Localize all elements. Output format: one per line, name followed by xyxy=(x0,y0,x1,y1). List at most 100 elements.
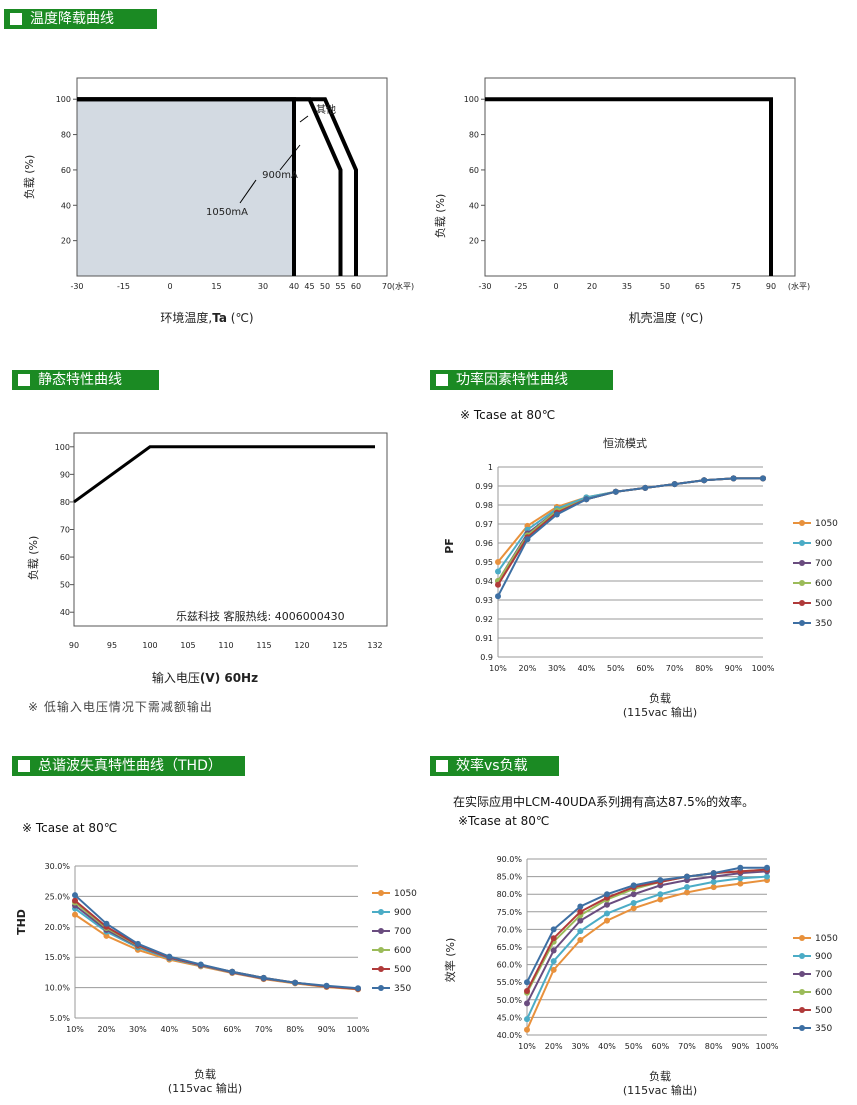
y-axis-label: 负载 (%) xyxy=(26,536,40,581)
data-point-350 xyxy=(583,496,590,503)
data-point-1050 xyxy=(710,884,717,891)
thd-tcase-note: ※ Tcase at 80℃ xyxy=(22,821,118,835)
y-tick-label: 60.0% xyxy=(497,961,523,970)
series-line-900 xyxy=(74,907,359,990)
data-point-1050 xyxy=(737,880,744,887)
x-tick-label: 10% xyxy=(66,1025,84,1034)
x-tick-label: 65 xyxy=(695,282,705,291)
data-point-350 xyxy=(524,979,530,986)
x-tick-label: 90 xyxy=(69,641,79,650)
square-bullet-icon xyxy=(18,374,30,386)
data-point-700 xyxy=(630,891,637,898)
x-tick-label: 30% xyxy=(129,1025,147,1034)
series-line-350 xyxy=(74,894,359,990)
data-point-500 xyxy=(72,897,78,904)
y-axis-label: THD xyxy=(15,909,28,935)
x-axis-label: 输入电压(V) 60Hz xyxy=(152,670,258,685)
hotline-annotation: 乐兹科技 客服热线: 4006000430 xyxy=(176,609,345,623)
data-point-500 xyxy=(495,581,501,588)
data-point-350 xyxy=(292,979,299,986)
legend-marker-350 xyxy=(799,620,805,626)
x-tick-label: 110 xyxy=(218,641,233,650)
y-tick-label: 0.91 xyxy=(475,634,493,643)
annotation-other: 其他 xyxy=(316,103,336,116)
data-point-350 xyxy=(550,926,557,933)
legend-label-350: 350 xyxy=(815,1024,832,1034)
y-tick-label: 70 xyxy=(60,526,70,535)
x-tick-label: 10% xyxy=(518,1042,536,1051)
data-point-1050 xyxy=(103,932,110,939)
x-tick-label: 60 xyxy=(351,282,361,291)
legend-label-500: 500 xyxy=(815,1006,832,1016)
series-line-1050 xyxy=(526,879,768,1031)
data-point-350 xyxy=(229,968,236,975)
square-bullet-icon xyxy=(18,760,30,772)
x-unit-note: (水平) xyxy=(392,281,414,291)
x-tick-label: 45 xyxy=(304,282,314,291)
legend-label-600: 600 xyxy=(815,988,832,998)
y-tick-label: 40 xyxy=(60,608,70,617)
data-point-900 xyxy=(630,900,637,906)
legend-label-900: 900 xyxy=(815,952,832,962)
series-line-500 xyxy=(74,899,359,990)
data-point-350 xyxy=(553,511,560,518)
x-tick-label: 10% xyxy=(489,664,507,673)
y-axis-label: PF xyxy=(443,538,456,554)
legend-marker-700 xyxy=(378,928,384,934)
data-point-350 xyxy=(323,982,330,989)
legend-label-700: 700 xyxy=(815,559,832,569)
y-tick-label: 65.0% xyxy=(497,943,523,952)
y-tick-label: 40 xyxy=(61,201,71,210)
series-line-500 xyxy=(526,868,768,992)
series-line-700 xyxy=(526,870,768,1004)
data-point-350 xyxy=(671,481,678,488)
x-tick-label: -30 xyxy=(70,282,83,291)
legend-label-600: 600 xyxy=(394,946,411,956)
y-tick-label: 100 xyxy=(56,95,71,104)
x-tick-label: 30 xyxy=(258,282,268,291)
y-tick-label: 0.94 xyxy=(475,577,493,586)
efficiency-tcase-note: ※Tcase at 80℃ xyxy=(458,814,550,828)
x-tick-label: 50% xyxy=(192,1025,210,1034)
x-axis-label-2: (115vac 输出) xyxy=(623,705,697,719)
x-axis-label-2: (115vac 输出) xyxy=(623,1083,697,1097)
data-point-500 xyxy=(524,988,530,994)
x-tick-label: 115 xyxy=(256,641,271,650)
chart-title: 恒流模式 xyxy=(603,436,647,450)
legend-marker-900 xyxy=(799,540,805,546)
data-point-350 xyxy=(701,477,708,484)
x-tick-label: 40% xyxy=(598,1042,616,1051)
y-tick-label: 100 xyxy=(464,95,479,104)
x-tick-label: 20% xyxy=(98,1025,116,1034)
square-bullet-icon xyxy=(436,760,448,772)
y-tick-label: 55.0% xyxy=(497,978,523,987)
legend-marker-600 xyxy=(378,947,384,953)
y-tick-label: 60 xyxy=(60,553,70,562)
legend-label-350: 350 xyxy=(394,984,411,994)
data-point-350 xyxy=(197,961,204,968)
y-tick-label: 20 xyxy=(61,237,71,246)
x-tick-label: 50 xyxy=(660,282,670,291)
y-tick-label: 5.0% xyxy=(50,1014,71,1023)
data-point-900 xyxy=(577,928,584,935)
x-tick-label: -15 xyxy=(117,282,130,291)
x-tick-label: 100 xyxy=(142,641,157,650)
operating-area xyxy=(77,99,294,276)
legend-label-900: 900 xyxy=(394,908,411,918)
x-tick-label: 90 xyxy=(766,282,776,291)
x-tick-label: 70% xyxy=(255,1025,273,1034)
y-tick-label: 60 xyxy=(61,166,71,175)
data-point-900 xyxy=(495,568,501,575)
plot-frame xyxy=(76,77,388,277)
annotation-1050ma: 1050mA xyxy=(206,207,248,218)
data-point-350 xyxy=(355,985,361,992)
y-axis-label: 负载 (%) xyxy=(22,155,36,200)
data-point-350 xyxy=(72,892,78,899)
y-tick-label: 80 xyxy=(61,131,71,140)
x-tick-label: 50 xyxy=(320,282,330,291)
series-line-350 xyxy=(497,477,763,597)
data-point-700 xyxy=(550,947,557,954)
data-point-350 xyxy=(657,877,664,884)
data-point-350 xyxy=(134,940,141,947)
series-line-350 xyxy=(526,866,767,983)
